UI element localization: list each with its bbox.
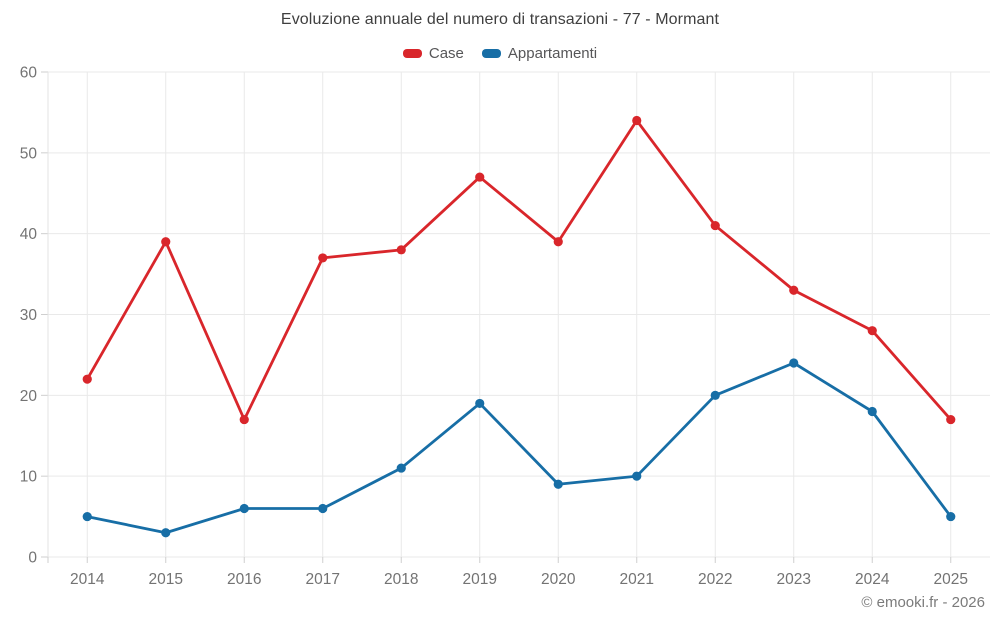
data-point-case-2023 — [789, 285, 799, 295]
data-point-appartamenti-2024 — [867, 406, 877, 417]
legend-item-appartamenti[interactable]: Appartamenti — [481, 45, 598, 62]
y-axis-label: 30 — [20, 307, 38, 324]
data-point-appartamenti-2014 — [82, 511, 92, 522]
data-point-case-2024 — [867, 326, 877, 336]
x-axis-label: 2017 — [306, 571, 340, 588]
x-axis-label: 2016 — [227, 571, 261, 588]
data-point-appartamenti-2017 — [318, 503, 328, 514]
data-point-appartamenti-2025 — [946, 511, 956, 522]
legend-swatch-case-icon — [402, 49, 422, 58]
y-axis-label: 10 — [20, 469, 38, 486]
data-point-case-2020 — [553, 237, 563, 247]
y-axis-label: 50 — [20, 145, 38, 162]
y-axis-label: 20 — [20, 388, 38, 405]
x-axis-label: 2025 — [934, 571, 968, 588]
data-point-case-2022 — [710, 220, 720, 231]
data-point-case-2016 — [239, 414, 249, 425]
x-axis-label: 2014 — [70, 571, 105, 588]
chart-title: Evoluzione annuale del numero di transaz… — [280, 11, 720, 28]
data-point-case-2017 — [318, 253, 328, 263]
data-point-appartamenti-2015 — [161, 528, 171, 538]
data-point-appartamenti-2016 — [239, 503, 249, 514]
data-point-case-2018 — [396, 245, 406, 255]
x-axis-label: 2015 — [149, 571, 183, 588]
data-point-case-2021 — [632, 115, 642, 126]
x-axis-label: 2020 — [541, 571, 576, 588]
data-point-appartamenti-2023 — [789, 358, 799, 368]
y-axis-label: 60 — [20, 65, 38, 82]
copyright-footer: © emooki.fr - 2026 — [861, 594, 985, 611]
series-line-appartamenti — [85, 361, 953, 535]
x-axis-label: 2024 — [855, 571, 890, 588]
series-line-case — [85, 119, 953, 421]
data-point-case-2015 — [161, 237, 171, 247]
legend-item-case[interactable]: Case — [402, 45, 464, 62]
y-axis-label: 40 — [20, 226, 38, 243]
legend-swatch-appartamenti-icon — [481, 49, 501, 58]
data-point-appartamenti-2019 — [475, 398, 485, 409]
x-axis-label: 2023 — [777, 571, 811, 588]
data-point-case-2019 — [475, 172, 485, 182]
chart-legend: Case Appartamenti — [0, 45, 1000, 62]
x-axis-label: 2021 — [620, 571, 654, 588]
data-point-case-2025 — [946, 414, 956, 425]
y-axis-label: 0 — [28, 550, 37, 567]
x-axis-label: 2018 — [384, 571, 418, 588]
legend-label-case: Case — [428, 45, 464, 62]
data-point-appartamenti-2020 — [553, 479, 563, 489]
x-axis-label: 2022 — [698, 571, 732, 588]
data-point-appartamenti-2018 — [396, 463, 406, 473]
data-point-appartamenti-2021 — [632, 471, 642, 481]
data-point-case-2014 — [82, 374, 92, 384]
legend-label-appartamenti: Appartamenti — [507, 45, 598, 62]
data-point-appartamenti-2022 — [710, 390, 720, 400]
x-axis-label: 2019 — [463, 571, 497, 588]
